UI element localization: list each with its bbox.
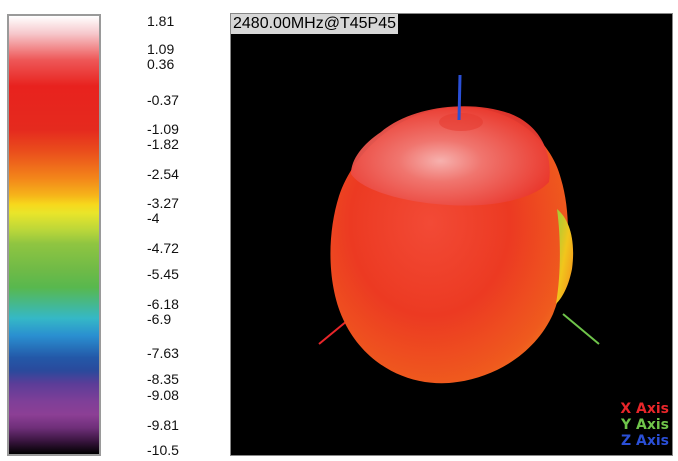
scale-tick-label: -10.5 bbox=[147, 442, 179, 458]
scale-tick-label: 1.81 bbox=[147, 13, 175, 29]
scale-tick-label: -3.27 bbox=[147, 195, 179, 211]
scale-tick-label: -4.72 bbox=[147, 240, 179, 256]
scale-tick-label: -8.35 bbox=[147, 371, 179, 387]
scale-tick-label: -6.9 bbox=[147, 311, 172, 327]
scale-tick-label: -6.18 bbox=[147, 296, 179, 312]
z-axis-line bbox=[457, 74, 462, 121]
pattern-lobe-top bbox=[351, 106, 550, 206]
scale-tick-label: -0.37 bbox=[147, 92, 179, 108]
scale-tick-label: -1.09 bbox=[147, 121, 179, 137]
color-scale-bar bbox=[7, 14, 101, 456]
radiation-pattern-3d-view[interactable]: 2480.00MHz@T45P45 X Axis Y Axis Z Axis bbox=[230, 13, 673, 456]
y-axis-legend: Y Axis bbox=[620, 417, 669, 433]
x-axis-legend: X Axis bbox=[620, 401, 669, 417]
view-title: 2480.00MHz@T45P45 bbox=[231, 14, 398, 34]
scale-tick-label: -2.54 bbox=[147, 166, 179, 182]
pattern-side-lobe bbox=[556, 209, 574, 304]
scale-tick-label: -5.45 bbox=[147, 266, 179, 282]
y-axis-line bbox=[562, 313, 600, 345]
z-axis-legend: Z Axis bbox=[620, 433, 669, 449]
pattern-top-dimple bbox=[439, 113, 483, 131]
scale-tick-label: 1.09 bbox=[147, 41, 175, 57]
scale-tick-label: -7.63 bbox=[147, 345, 179, 361]
scale-tick-label: -4 bbox=[147, 210, 160, 226]
scale-tick-label: 0.36 bbox=[147, 56, 175, 72]
scale-tick-label: -1.82 bbox=[147, 136, 179, 152]
scale-tick-label: -9.81 bbox=[147, 417, 179, 433]
scale-tick-label: -9.08 bbox=[147, 387, 179, 403]
radiation-pattern-render[interactable] bbox=[231, 14, 672, 455]
